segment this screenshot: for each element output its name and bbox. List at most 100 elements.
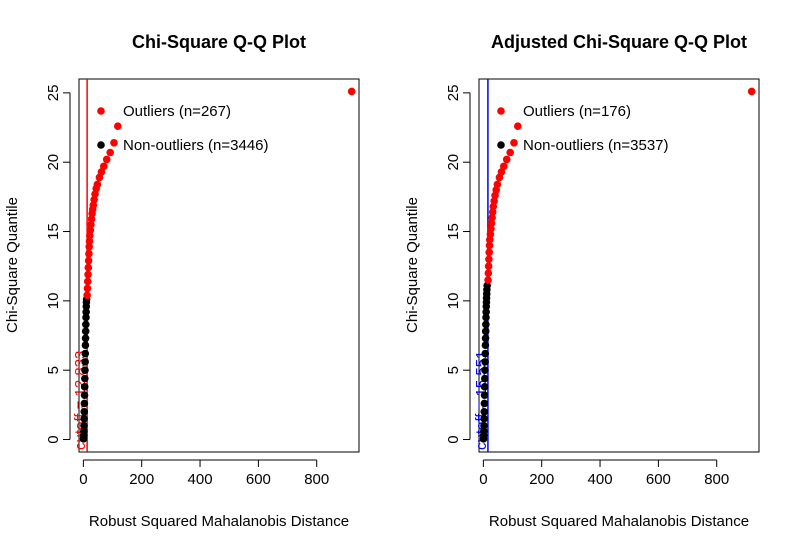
chart-title: Adjusted Chi-Square Q-Q Plot (491, 32, 747, 52)
point-non-outliers (80, 399, 89, 408)
panel-adjusted-chi-square-qq: Adjusted Chi-Square Q-Q Plot Robust Squa… (404, 32, 760, 530)
x-tick-label: 0 (479, 471, 487, 488)
point-outliers (484, 276, 492, 284)
legend-label-outliers: Outliers (n=267) (123, 103, 231, 120)
point-non-outliers (81, 349, 90, 358)
point-outliers (93, 180, 102, 189)
point-outliers (499, 162, 508, 171)
point-outliers (86, 226, 95, 234)
point-non-outliers (480, 421, 488, 430)
point-non-outliers (80, 391, 89, 399)
point-non-outliers (81, 358, 89, 366)
points-layer (79, 87, 356, 443)
point-outliers (493, 180, 502, 189)
point-outliers (83, 277, 92, 286)
point-outliers (488, 213, 496, 222)
y-axis-label: Chi-Square Quantile (4, 197, 21, 333)
panel-chi-square-qq: Chi-Square Q-Q Plot Robust Squared Mahal… (4, 32, 360, 530)
point-non-outliers (80, 427, 88, 436)
legend-swatch-non-outliers (497, 141, 505, 149)
point-outliers (484, 262, 493, 270)
plot-frame (78, 78, 360, 453)
point-outliers (485, 255, 493, 264)
point-non-outliers (82, 320, 90, 329)
y-tick-label: 25 (445, 85, 462, 102)
point-non-outliers (482, 313, 490, 322)
point-outliers (102, 155, 111, 164)
point-non-outliers (480, 383, 489, 391)
point-outliers (84, 256, 93, 265)
point-non-outliers (480, 427, 488, 436)
point-outliers (485, 236, 494, 244)
point-non-outliers (482, 308, 490, 316)
point-non-outliers (481, 374, 489, 383)
y-axis-label: Chi-Square Quantile (404, 197, 421, 333)
point-outliers (106, 148, 115, 157)
legend-swatch-outliers (97, 107, 105, 115)
point-outliers (83, 291, 91, 300)
point-outliers (513, 122, 522, 130)
x-tick-label: 400 (188, 471, 213, 488)
point-non-outliers (81, 327, 90, 336)
point-non-outliers (480, 399, 489, 408)
point-outliers (83, 284, 92, 293)
point-outliers (110, 138, 118, 147)
axes-layer: 0 200 400 600 800 0 5 10 15 20 25 (445, 85, 729, 488)
chart-title: Chi-Square Q-Q Plot (132, 32, 306, 52)
plot-frame (478, 78, 760, 453)
point-non-outliers (81, 334, 90, 343)
point-outliers (85, 242, 94, 251)
point-non-outliers (81, 366, 89, 374)
point-outliers (113, 122, 122, 130)
point-non-outliers (481, 341, 490, 350)
points-layer (479, 87, 756, 443)
point-non-outliers (481, 327, 490, 336)
y-tick-label: 15 (45, 223, 62, 240)
x-tick-label: 800 (704, 471, 729, 488)
point-outliers (85, 237, 94, 246)
x-tick-label: 800 (304, 471, 329, 488)
point-outliers (486, 230, 495, 239)
point-non-outliers (481, 366, 489, 374)
point-outliers (87, 220, 95, 229)
x-axis-label: Robust Squared Mahalanobis Distance (89, 513, 349, 530)
legend-label-outliers: Outliers (n=176) (523, 103, 631, 120)
point-outliers (502, 155, 511, 164)
point-outliers (485, 241, 494, 250)
y-tick-label: 15 (445, 223, 462, 240)
point-outliers (487, 219, 496, 228)
point-outliers (487, 224, 495, 233)
y-tick-label: 0 (45, 435, 62, 443)
point-outliers (484, 269, 493, 277)
point-outliers (506, 148, 515, 157)
point-non-outliers (480, 407, 489, 416)
point-non-outliers (481, 349, 490, 358)
point-non-outliers (481, 334, 490, 343)
x-tick-label: 600 (246, 471, 271, 488)
point-non-outliers (80, 383, 89, 391)
point-outliers (485, 248, 494, 257)
x-tick-label: 400 (588, 471, 613, 488)
point-non-outliers (82, 313, 90, 322)
point-non-outliers (80, 421, 88, 430)
x-tick-label: 600 (646, 471, 671, 488)
point-non-outliers (482, 320, 490, 329)
point-outliers (84, 270, 92, 279)
point-outliers (347, 87, 356, 96)
point-non-outliers (82, 308, 90, 316)
point-outliers (488, 208, 497, 216)
y-tick-label: 20 (45, 154, 62, 171)
legend-swatch-non-outliers (97, 141, 105, 149)
y-tick-label: 25 (45, 85, 62, 102)
legend: Outliers (n=267) Non-outliers (n=3446) (97, 103, 269, 154)
y-tick-label: 5 (45, 366, 62, 374)
x-axis-label: Robust Squared Mahalanobis Distance (489, 513, 749, 530)
point-non-outliers (81, 341, 90, 350)
legend: Outliers (n=176) Non-outliers (n=3537) (497, 103, 669, 154)
point-outliers (99, 162, 108, 171)
point-outliers (510, 138, 518, 147)
x-tick-label: 0 (79, 471, 87, 488)
y-tick-label: 0 (445, 435, 462, 443)
legend-label-non-outliers: Non-outliers (n=3446) (123, 137, 269, 154)
